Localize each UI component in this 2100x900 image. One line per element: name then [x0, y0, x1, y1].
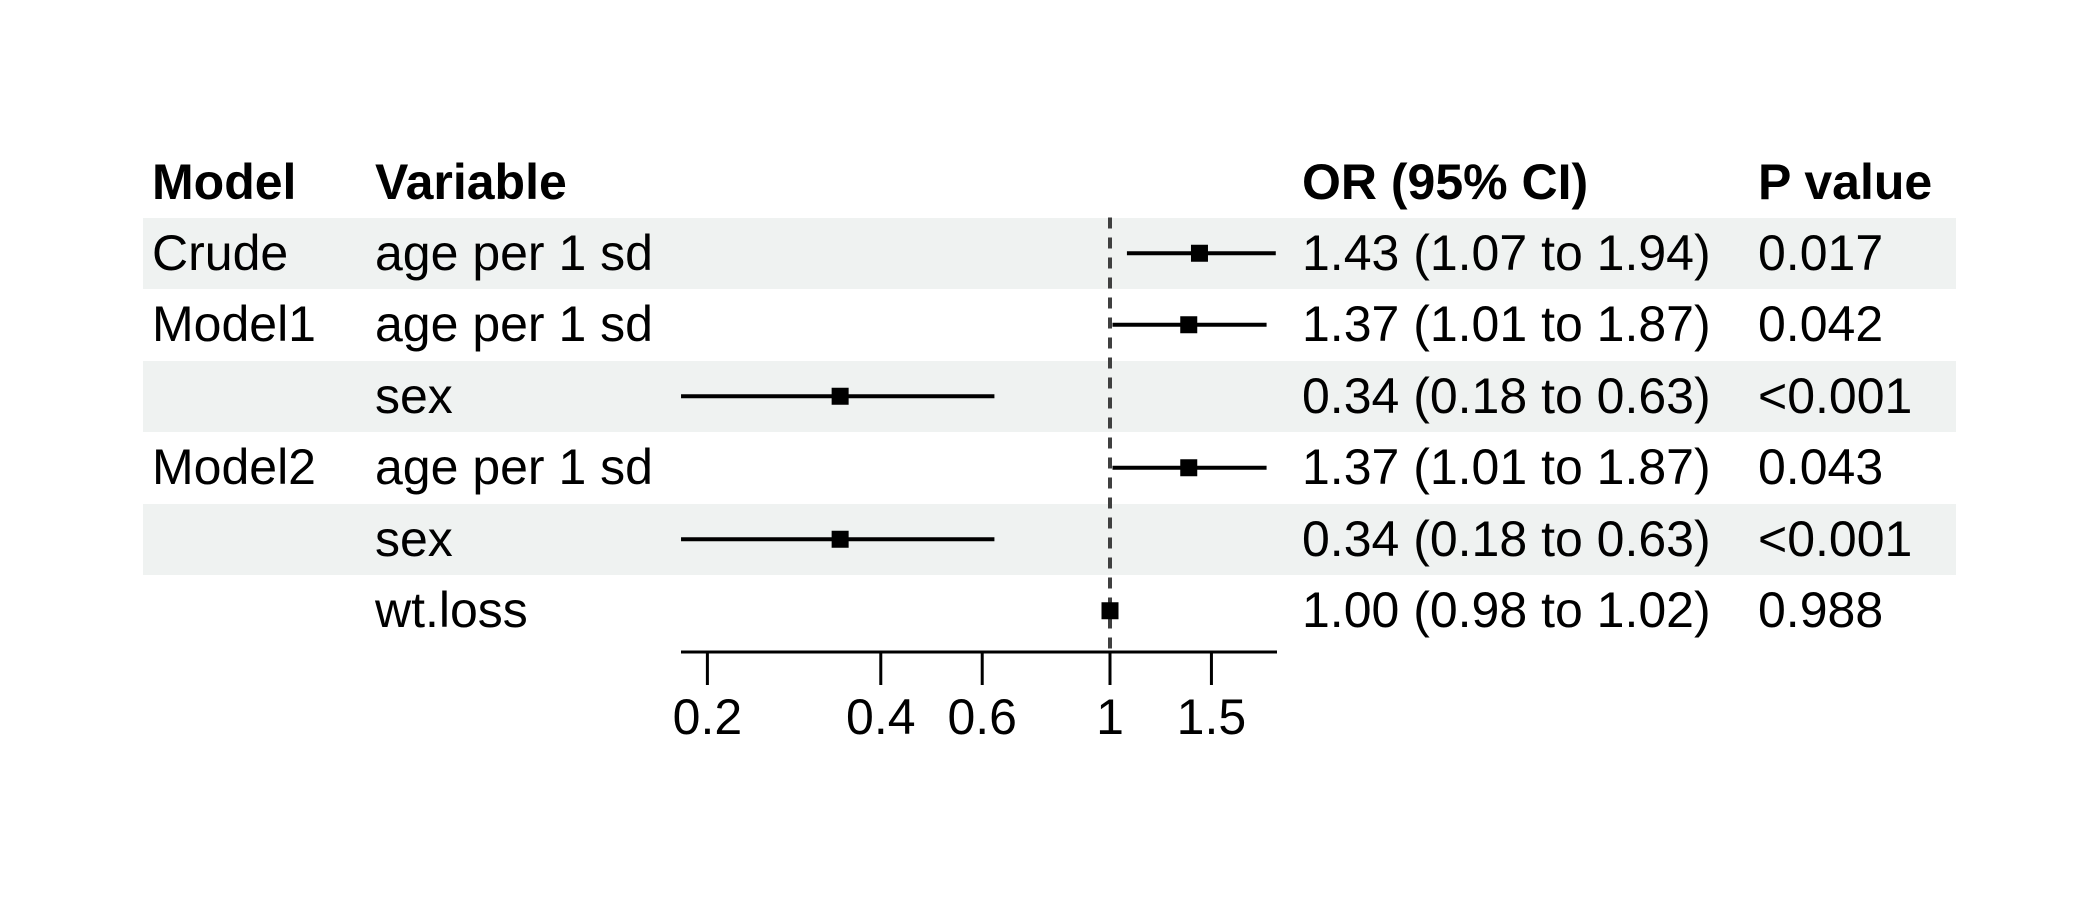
estimate-marker: [1101, 602, 1119, 620]
cell-or-ci: 1.00 (0.98 to 1.02): [1302, 582, 1711, 638]
cell-variable: sex: [375, 510, 453, 567]
estimate-marker: [831, 530, 849, 548]
cell-or-ci: 1.43 (1.07 to 1.94): [1302, 224, 1711, 281]
estimate-marker: [1190, 244, 1208, 262]
x-axis-tick-label: 0.6: [947, 689, 1017, 745]
column-header-or-ci: OR (95% CI): [1302, 154, 1589, 210]
cell-model: Model1: [152, 296, 316, 352]
x-axis-tick-label: 1.5: [1176, 689, 1247, 745]
cell-or-ci: 0.34 (0.18 to 0.63): [1302, 510, 1711, 567]
cell-p-value: <0.001: [1758, 367, 1913, 424]
cell-p-value: 0.043: [1758, 439, 1884, 495]
estimate-marker: [1180, 459, 1198, 477]
row-band: [143, 503, 1956, 575]
column-header-model: Model: [152, 154, 297, 210]
cell-model: Crude: [152, 224, 289, 281]
x-axis-tick-label: 0.4: [846, 689, 916, 745]
cell-p-value: 0.017: [1758, 224, 1884, 281]
cell-model: Model2: [152, 439, 316, 495]
cell-p-value: 0.988: [1758, 582, 1884, 638]
cell-variable: age per 1 sd: [375, 439, 653, 495]
x-axis-tick-label: 1: [1096, 689, 1124, 745]
cell-variable: wt.loss: [375, 582, 528, 638]
cell-variable: sex: [375, 367, 453, 424]
cell-p-value: 0.042: [1758, 296, 1884, 352]
cell-variable: age per 1 sd: [375, 296, 653, 352]
estimate-marker: [1180, 316, 1198, 334]
estimate-marker: [831, 387, 849, 405]
row-band: [143, 217, 1956, 289]
x-axis-tick-label: 0.2: [672, 689, 743, 745]
cell-or-ci: 0.34 (0.18 to 0.63): [1302, 367, 1711, 424]
row-band: [143, 360, 1956, 432]
cell-or-ci: 1.37 (1.01 to 1.87): [1302, 296, 1711, 352]
column-header-p-value: P value: [1758, 154, 1933, 210]
cell-or-ci: 1.37 (1.01 to 1.87): [1302, 439, 1711, 495]
cell-variable: age per 1 sd: [375, 224, 653, 281]
cell-p-value: <0.001: [1758, 510, 1913, 567]
column-header-variable: Variable: [375, 154, 567, 210]
